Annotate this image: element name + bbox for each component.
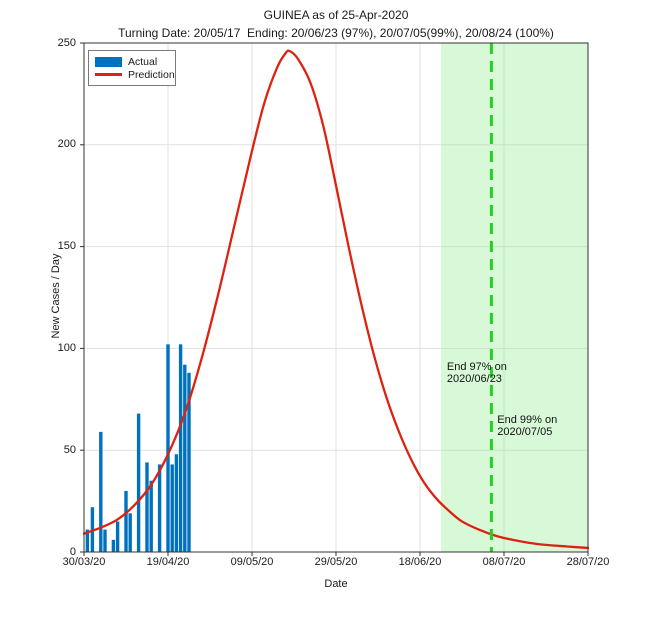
y-tick-label: 50 xyxy=(63,443,76,456)
legend-label: Actual xyxy=(128,55,158,68)
x-tick-label: 29/05/20 xyxy=(314,556,358,568)
legend-item-actual: Actual xyxy=(95,55,175,68)
x-tick-label: 18/06/20 xyxy=(398,556,442,568)
x-tick-label: 19/04/20 xyxy=(146,556,190,568)
y-tick-label: 200 xyxy=(57,138,76,151)
x-axis-label: Date xyxy=(324,578,348,590)
legend: Actual Prediction xyxy=(88,50,176,86)
x-tick-label: 28/07/20 xyxy=(566,556,610,568)
y-tick-label: 100 xyxy=(57,341,76,354)
y-tick-label: 250 xyxy=(57,36,76,49)
annotation-end97: End 97% on 2020/06/23 xyxy=(446,360,507,386)
x-tick-label: 09/05/20 xyxy=(230,556,274,568)
x-tick-label: 08/07/20 xyxy=(482,556,526,568)
annotation-end99: End 99% on 2020/07/05 xyxy=(497,413,558,439)
y-tick-label: 0 xyxy=(69,545,76,558)
legend-bar-swatch-icon xyxy=(95,56,122,67)
x-tick-label: 30/03/20 xyxy=(62,556,106,568)
legend-line-swatch-icon xyxy=(95,73,122,76)
chart-subtitle: Turning Date: 20/05/17 Ending: 20/06/23 … xyxy=(118,26,554,40)
y-tick-label: 150 xyxy=(57,240,76,253)
chart-title: GUINEA as of 25-Apr-2020 xyxy=(263,8,409,22)
legend-label: Prediction xyxy=(128,68,175,81)
legend-item-prediction: Prediction xyxy=(95,68,175,81)
